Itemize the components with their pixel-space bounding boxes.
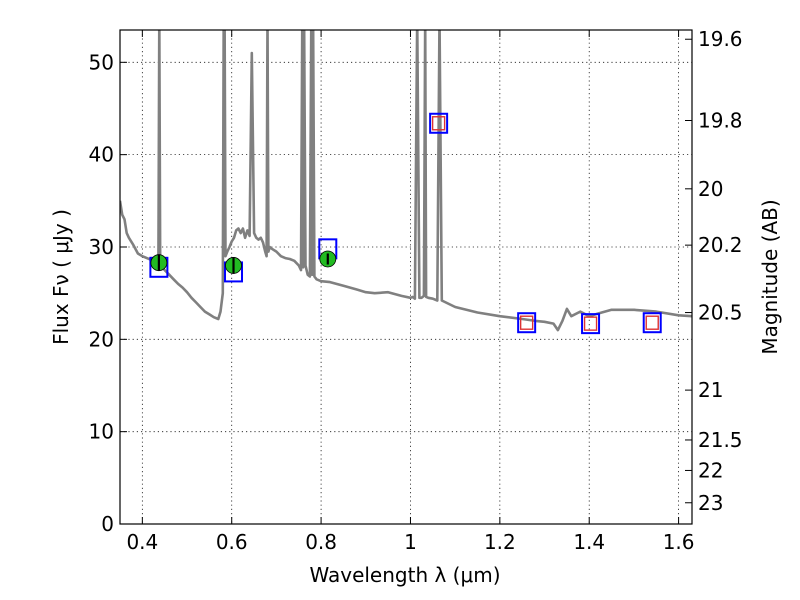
y-tick-label: 40	[89, 143, 114, 167]
y2-tick-label: 20	[698, 177, 723, 201]
x-tick-label: 0.4	[126, 530, 158, 554]
y2-tick-label: 19.8	[698, 108, 743, 132]
y2-tick-label: 20.2	[698, 233, 743, 257]
y-tick-label: 50	[89, 50, 114, 74]
model-photometry-flag	[519, 315, 534, 330]
x-tick-label: 0.6	[216, 530, 248, 554]
y-tick-label: 10	[89, 420, 114, 444]
markers	[149, 112, 662, 335]
x-tick-label: 1.6	[663, 530, 695, 554]
model-photometry-box	[581, 313, 601, 335]
x-axis-title: Wavelength λ (μm)	[309, 563, 500, 587]
x-tick-label: 0.8	[305, 530, 337, 554]
ticks: 0.4 0.6 0.8 1 1.2 1.4 1.6 0 10 20 30 40 50 19.6 19.8 20…	[89, 27, 743, 554]
y2-tick-label: 19.6	[698, 27, 743, 51]
model-photometry-flag	[583, 316, 598, 331]
y2-tick-label: 21.5	[698, 428, 743, 452]
x-tick-label: 1	[404, 530, 417, 554]
model-photometry-box	[642, 312, 662, 334]
y-tick-label: 30	[89, 235, 114, 259]
y-tick-label: 20	[89, 327, 114, 351]
x-tick-label: 1.2	[484, 530, 516, 554]
y2-tick-label: 21	[698, 378, 723, 402]
plot-content	[120, 30, 692, 335]
plot-frame	[119, 29, 693, 525]
y-axis-title: Flux Fν ( μJy )	[49, 209, 73, 345]
spectrum-line	[120, 30, 692, 332]
x-tick-label: 1.4	[573, 530, 605, 554]
y2-tick-label: 23	[698, 491, 723, 515]
y2-tick-label: 22	[698, 458, 723, 482]
y2-axis-title: Magnitude (AB)	[758, 199, 782, 354]
model-photometry-box	[517, 312, 537, 334]
model-photometry-flag	[645, 315, 659, 330]
model-photometry-flag	[431, 116, 446, 131]
y2-tick-label: 20.5	[698, 301, 743, 325]
y-tick-label: 0	[101, 512, 114, 536]
model-photometry-box	[429, 112, 449, 134]
